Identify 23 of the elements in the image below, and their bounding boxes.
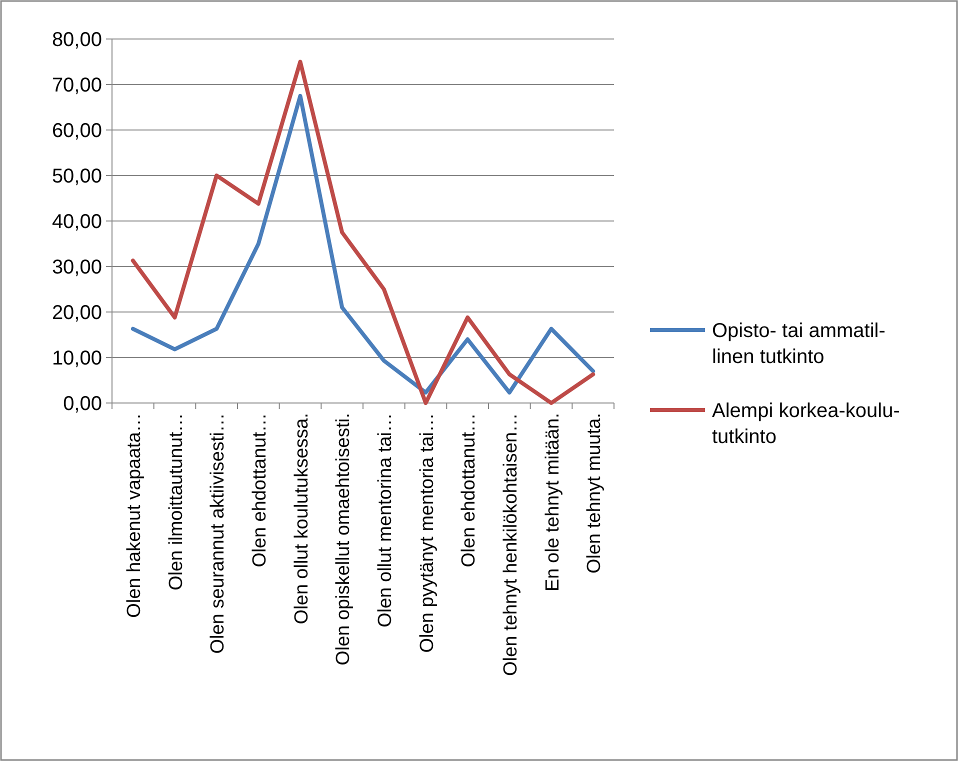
x-tick-label: En ole tehnyt mitään. xyxy=(542,413,564,592)
x-tick-label: Olen ehdottanut… xyxy=(458,413,480,568)
y-tick-label: 20,00 xyxy=(52,302,102,324)
y-tick-label: 10,00 xyxy=(52,348,102,370)
x-tick-label: Olen opiskellut omaehtoisesti. xyxy=(333,413,354,666)
y-tick-label: 60,00 xyxy=(52,120,102,142)
y-tick-label: 50,00 xyxy=(52,166,102,188)
x-tick-label: Olen ilmoittautunut… xyxy=(166,413,187,590)
x-tick-label: Olen ehdottanut… xyxy=(249,413,270,568)
x-tick-label: Olen ollut koulutuksessa. xyxy=(291,413,312,624)
x-tick-label: Olen pyytänyt mentoria tai… xyxy=(416,413,438,653)
x-tick-label: Olen ollut mentorina tai… xyxy=(374,413,396,628)
y-tick-label: 70,00 xyxy=(52,74,102,96)
x-tick-label: Olen tehnyt henkilökohtaisen… xyxy=(500,413,522,676)
y-tick-label: 80,00 xyxy=(52,29,102,51)
y-tick-label: 30,00 xyxy=(52,256,102,278)
legend-label: Opisto- tai ammatil- linen tutkinto xyxy=(712,320,886,368)
y-tick-label: 40,00 xyxy=(52,211,102,233)
y-tick-label: 0,00 xyxy=(63,393,102,415)
legend-label: Alempi korkea-koulu- tutkinto xyxy=(712,400,900,448)
x-tick-label: Olen tehnyt muuta. xyxy=(584,413,606,574)
x-tick-label: Olen hakenut vapaata… xyxy=(124,413,145,618)
x-tick-label: Olen seurannut aktiivisesti… xyxy=(208,413,229,654)
